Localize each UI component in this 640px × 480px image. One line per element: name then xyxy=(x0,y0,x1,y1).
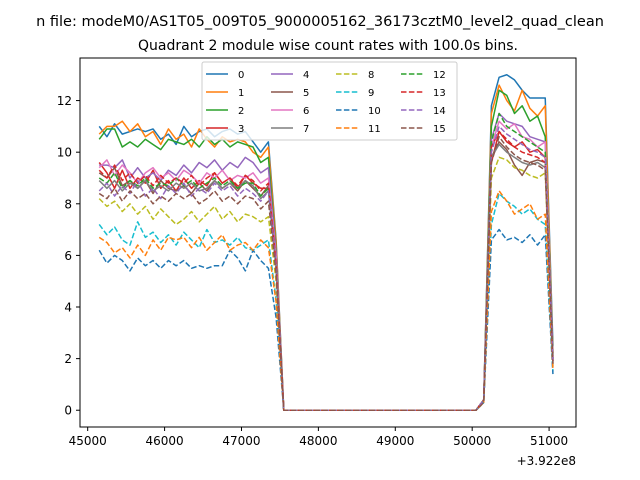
legend-label-10: 10 xyxy=(368,106,381,117)
y-tick-label: 6 xyxy=(64,249,72,263)
legend-label-3: 3 xyxy=(238,124,244,135)
x-tick-label: 47000 xyxy=(222,434,260,448)
legend-label-1: 1 xyxy=(238,88,244,99)
legend-label-15: 15 xyxy=(433,124,446,135)
legend-box xyxy=(201,61,458,141)
series-line-9 xyxy=(98,192,554,411)
x-tick-label: 51000 xyxy=(530,434,568,448)
y-tick-label: 4 xyxy=(64,301,72,315)
legend-label-5: 5 xyxy=(303,88,309,99)
y-tick-label: 0 xyxy=(64,404,72,418)
legend-label-4: 4 xyxy=(303,70,309,81)
legend-label-12: 12 xyxy=(433,70,446,81)
legend-label-0: 0 xyxy=(238,70,244,81)
legend-label-8: 8 xyxy=(368,70,374,81)
series-line-1 xyxy=(98,84,554,411)
chart-title: Quadrant 2 module wise count rates with … xyxy=(138,38,518,54)
series-line-12 xyxy=(98,112,554,411)
legend-label-2: 2 xyxy=(238,106,244,117)
y-tick-label: 2 xyxy=(64,352,72,366)
legend-label-9: 9 xyxy=(368,88,374,99)
x-tick-label: 50000 xyxy=(453,434,491,448)
series-line-14 xyxy=(98,125,554,411)
legend-label-13: 13 xyxy=(433,88,446,99)
series-layer xyxy=(98,74,554,411)
series-line-13 xyxy=(98,130,554,411)
legend-label-14: 14 xyxy=(433,106,446,117)
legend-label-7: 7 xyxy=(303,124,309,135)
y-tick-label: 10 xyxy=(57,146,72,160)
y-tick-label: 8 xyxy=(64,197,72,211)
figure-suptitle: n file: modeM0/AS1T05_009T05_9000005162_… xyxy=(36,14,604,30)
x-tick-label: 45000 xyxy=(69,434,107,448)
series-line-11 xyxy=(98,190,554,411)
x-tick-label: 48000 xyxy=(299,434,337,448)
x-tick-label: 46000 xyxy=(145,434,183,448)
plot-frame xyxy=(79,57,577,428)
series-line-8 xyxy=(98,156,554,411)
series-line-10 xyxy=(98,228,554,411)
series-line-2 xyxy=(98,89,554,411)
y-tick-label: 12 xyxy=(57,94,72,108)
series-line-7 xyxy=(98,143,554,411)
x-offset-text: +3.922e8 xyxy=(517,454,576,468)
legend-label-6: 6 xyxy=(303,106,309,117)
tick-layer: 45000 46000 47000 48000 49000 50000 51000 0 2 4 6 8… xyxy=(57,94,568,448)
legend-label-11: 11 xyxy=(368,124,381,135)
x-tick-label: 49000 xyxy=(376,434,414,448)
series-line-15 xyxy=(98,135,554,411)
